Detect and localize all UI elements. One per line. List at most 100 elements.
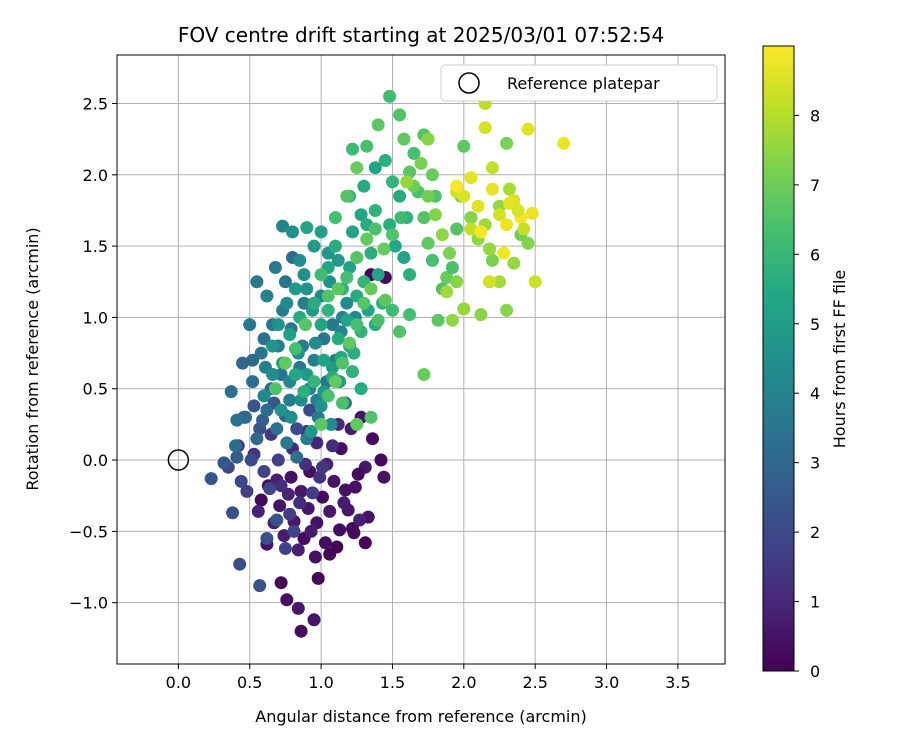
x-tick-label: 3.5	[665, 673, 690, 692]
data-point	[298, 457, 312, 471]
data-point	[377, 470, 391, 484]
data-point	[318, 536, 332, 550]
y-axis-label: Rotation from reference (arcmin)	[23, 227, 42, 490]
data-point	[288, 342, 302, 356]
data-point	[354, 382, 368, 396]
data-point	[331, 282, 345, 296]
data-point	[327, 474, 341, 488]
data-point	[314, 399, 328, 413]
x-axis-label: Angular distance from reference (arcmin)	[255, 707, 586, 726]
data-point	[253, 579, 267, 593]
data-point	[431, 313, 445, 327]
data-point	[270, 513, 284, 527]
data-point	[351, 467, 365, 481]
data-point	[230, 413, 244, 427]
data-point	[525, 206, 539, 220]
data-point	[306, 486, 319, 500]
data-point	[304, 524, 318, 538]
data-point	[348, 480, 362, 494]
x-tick-label: 3.0	[594, 673, 619, 692]
data-point	[403, 268, 417, 282]
data-point	[478, 121, 492, 135]
data-point	[340, 271, 354, 284]
x-tick-label: 2.0	[451, 673, 476, 692]
data-point	[324, 417, 338, 431]
data-point	[307, 375, 321, 389]
data-point	[316, 460, 329, 474]
y-tick-label: 0.5	[83, 380, 108, 399]
data-point	[394, 211, 408, 225]
data-point	[291, 601, 305, 615]
x-tick-label: 1.5	[380, 673, 405, 692]
data-point	[266, 339, 280, 353]
data-point	[371, 118, 385, 132]
data-point	[343, 261, 357, 274]
colorbar-tick-label: 4	[810, 384, 820, 403]
data-point	[313, 470, 327, 484]
reference-platepar-marker	[167, 449, 190, 471]
data-point	[350, 417, 364, 431]
data-point	[304, 425, 318, 438]
data-point	[350, 318, 364, 332]
data-point	[386, 303, 399, 317]
data-point	[354, 208, 368, 222]
data-point	[229, 439, 242, 453]
data-point	[445, 313, 459, 327]
data-point	[226, 506, 240, 520]
data-point	[440, 285, 454, 299]
data-point	[256, 413, 270, 427]
x-tick-label: 0.0	[166, 673, 191, 692]
data-point	[316, 490, 329, 504]
data-point	[281, 487, 295, 501]
data-point	[250, 275, 264, 289]
data-point	[274, 479, 288, 493]
data-point	[297, 268, 311, 282]
data-point	[450, 222, 464, 236]
y-tick-label: −1.0	[69, 594, 108, 613]
data-point	[243, 318, 257, 332]
data-point	[343, 336, 357, 350]
legend: Reference platepar	[440, 64, 718, 102]
data-point	[263, 482, 277, 496]
data-point	[386, 175, 399, 189]
data-point	[528, 275, 542, 289]
data-point	[246, 353, 260, 367]
data-point	[300, 282, 314, 296]
data-point	[440, 271, 454, 284]
data-point	[314, 268, 328, 282]
data-point	[268, 382, 282, 396]
colorbar-label: Hours from first FF file	[830, 270, 849, 449]
data-point	[331, 253, 345, 267]
data-point	[288, 368, 302, 381]
data-point	[357, 179, 371, 193]
data-point	[257, 465, 271, 478]
data-point	[308, 550, 322, 564]
data-point	[383, 89, 397, 103]
data-point	[257, 332, 271, 346]
data-point	[378, 154, 392, 167]
data-point	[204, 472, 218, 486]
data-point	[497, 246, 511, 260]
data-point	[428, 208, 442, 222]
data-point	[457, 302, 471, 316]
legend-box	[440, 64, 718, 102]
data-point	[421, 189, 435, 203]
colorbar-tick-label: 0	[810, 662, 820, 681]
data-point	[274, 403, 288, 417]
data-point	[340, 296, 354, 310]
data-point	[457, 139, 471, 153]
data-point	[326, 439, 339, 453]
data-point	[274, 576, 288, 590]
data-point	[346, 142, 359, 156]
data-point	[297, 385, 311, 399]
data-point	[445, 261, 459, 274]
x-tick-label: 0.5	[237, 673, 262, 692]
data-point	[417, 211, 431, 225]
data-point	[403, 165, 417, 179]
data-point	[260, 289, 274, 303]
data-point	[284, 410, 298, 424]
colorbar	[762, 45, 795, 672]
data-point	[307, 353, 321, 367]
data-point	[358, 536, 372, 550]
data-point	[500, 218, 514, 232]
